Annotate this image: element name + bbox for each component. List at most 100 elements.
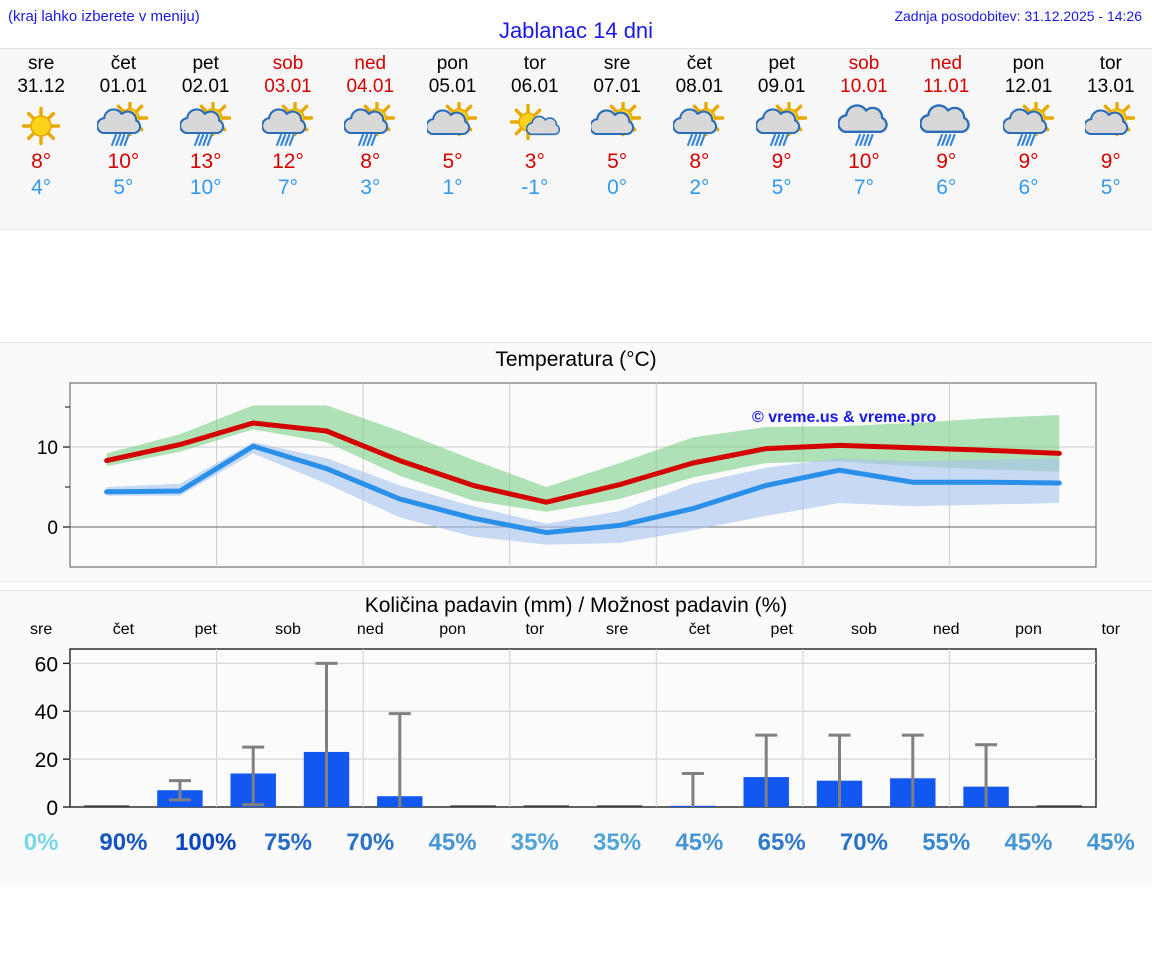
day-column[interactable]: sob 10.01 10° 7°	[823, 49, 905, 229]
day-name: pet	[768, 53, 795, 74]
precipitation-probability: 55%	[922, 829, 971, 856]
day-max-temperature: 5°	[607, 150, 628, 173]
day-date: 01.01	[99, 76, 148, 97]
svg-text:0: 0	[47, 518, 58, 539]
day-column[interactable]: sre 07.01 5° 0°	[576, 49, 658, 229]
precipitation-day-label: ned	[932, 621, 960, 638]
day-max-temperature: 9°	[771, 150, 792, 173]
page-header: (kraj lahko izberete v meniju) Jablanac …	[0, 0, 1152, 48]
last-updated-text: Zadnja posodobitev: 31.12.2025 - 14:26	[894, 8, 1142, 24]
day-name: ned	[354, 53, 387, 74]
day-column[interactable]: tor 06.01 3° -1°	[494, 49, 576, 229]
day-min-temperature: 0°	[607, 176, 628, 199]
day-date: 08.01	[675, 76, 724, 97]
day-column[interactable]: ned 11.01 9° 6°	[905, 49, 987, 229]
precipitation-day-label: pet	[770, 621, 793, 638]
precipitation-probability-row: 0% 90% 100% 75% 70% 45% 35% 35% 45% 65% 70% 55% 45% 4…	[0, 829, 1152, 869]
sun-icon	[15, 102, 67, 148]
day-max-temperature: 8°	[360, 150, 381, 173]
day-name: sob	[272, 53, 304, 74]
svg-text:0: 0	[46, 797, 58, 820]
sun-cloud-rain-icon	[1002, 102, 1055, 148]
day-column[interactable]: čet 08.01 8° 2°	[658, 49, 740, 229]
precipitation-probability: 90%	[99, 829, 148, 856]
day-date: 06.01	[511, 76, 559, 97]
day-min-temperature: 7°	[853, 176, 874, 199]
precipitation-day-label: tor	[525, 621, 545, 638]
day-max-temperature: 3°	[524, 150, 545, 173]
day-name: čet	[686, 53, 713, 74]
day-min-temperature: 5°	[113, 176, 134, 199]
precipitation-day-label: sob	[851, 621, 877, 638]
precipitation-day-label: pon	[439, 621, 466, 638]
day-date: 31.12	[17, 76, 65, 97]
day-min-temperature: 5°	[1100, 176, 1121, 199]
day-column[interactable]: sre 31.12 8° 4°	[0, 49, 82, 229]
day-name: pet	[192, 53, 219, 74]
precipitation-probability: 70%	[839, 829, 888, 856]
day-name: sre	[603, 53, 631, 74]
day-column[interactable]: ned 04.01 8° 3°	[329, 49, 411, 229]
day-max-temperature: 9°	[936, 150, 957, 173]
day-min-temperature: 1°	[442, 176, 463, 199]
precipitation-probability: 45%	[428, 829, 477, 856]
day-column[interactable]: čet 01.01 10° 5°	[82, 49, 164, 229]
day-column[interactable]: pon 12.01 9° 6°	[987, 49, 1069, 229]
day-date: 11.01	[923, 76, 970, 97]
precipitation-day-label: čet	[112, 621, 135, 638]
day-date: 05.01	[428, 76, 477, 97]
precipitation-day-label: sre	[605, 621, 629, 638]
day-min-temperature: 5°	[771, 176, 792, 199]
day-min-temperature: 6°	[1018, 176, 1039, 199]
day-min-temperature: -1°	[521, 176, 549, 199]
precipitation-probability: 35%	[510, 829, 559, 856]
cloud-rain-icon	[920, 102, 972, 148]
menu-hint-text: (kraj lahko izberete v meniju)	[8, 8, 200, 25]
svg-text:60: 60	[35, 653, 58, 676]
precipitation-probability: 100%	[175, 829, 237, 856]
sun-cloud-rain-icon	[261, 102, 314, 148]
day-name: pon	[1012, 53, 1045, 74]
day-max-temperature: 9°	[1018, 150, 1039, 173]
sun-small-cloud-icon	[509, 102, 561, 148]
day-column[interactable]: sob 03.01 12° 7°	[247, 49, 329, 229]
precipitation-day-label: pon	[1015, 621, 1042, 638]
day-max-temperature: 10°	[848, 150, 880, 173]
day-date: 03.01	[264, 76, 312, 97]
copyright-note: © vreme.us & vreme.pro	[752, 409, 937, 426]
sun-cloud-icon	[1084, 102, 1137, 148]
day-min-temperature: 3°	[360, 176, 381, 199]
svg-text:40: 40	[35, 701, 58, 724]
temperature-chart-panel: Temperatura (°C) 0 10 © vreme.us & vreme.…	[0, 342, 1152, 582]
precipitation-day-label: tor	[1101, 621, 1121, 638]
day-max-temperature: 12°	[272, 150, 304, 173]
precipitation-probability: 65%	[757, 829, 806, 856]
day-name: tor	[1099, 53, 1122, 74]
day-date: 04.01	[346, 76, 395, 97]
daily-forecast-strip: sre 31.12 8° 4° čet 01.01 10° 5° pet 02.01 13° 10…	[0, 48, 1152, 230]
cloud-rain-icon	[837, 102, 890, 148]
day-column[interactable]: pet 09.01 9° 5°	[741, 49, 823, 229]
day-min-temperature: 6°	[936, 176, 957, 199]
day-date: 13.01	[1087, 76, 1135, 97]
temperature-chart-title: Temperatura (°C)	[495, 348, 657, 371]
precipitation-probability: 0%	[23, 829, 59, 856]
day-min-temperature: 7°	[277, 176, 299, 199]
precipitation-day-label: sob	[275, 621, 301, 638]
precipitation-probability: 35%	[593, 829, 642, 856]
precipitation-day-label: sre	[30, 621, 53, 638]
day-date: 02.01	[181, 76, 230, 97]
day-date: 10.01	[840, 76, 888, 97]
day-column[interactable]: tor 13.01 9° 5°	[1070, 49, 1152, 229]
day-name: tor	[523, 53, 546, 74]
page-title: Jablanac 14 dni	[498, 18, 654, 43]
day-column[interactable]: pet 02.01 13° 10°	[165, 49, 247, 229]
day-date: 07.01	[593, 76, 641, 97]
sun-cloud-rain-icon	[755, 102, 808, 148]
day-name: čet	[110, 53, 137, 74]
temperature-chart-svg: 0 10	[37, 382, 1097, 568]
precipitation-chart-svg: 0 20 40 60	[35, 648, 1097, 820]
day-column[interactable]: pon 05.01 5° 1°	[411, 49, 493, 229]
day-max-temperature: 13°	[189, 150, 222, 173]
precipitation-probability: 45%	[1086, 829, 1135, 856]
